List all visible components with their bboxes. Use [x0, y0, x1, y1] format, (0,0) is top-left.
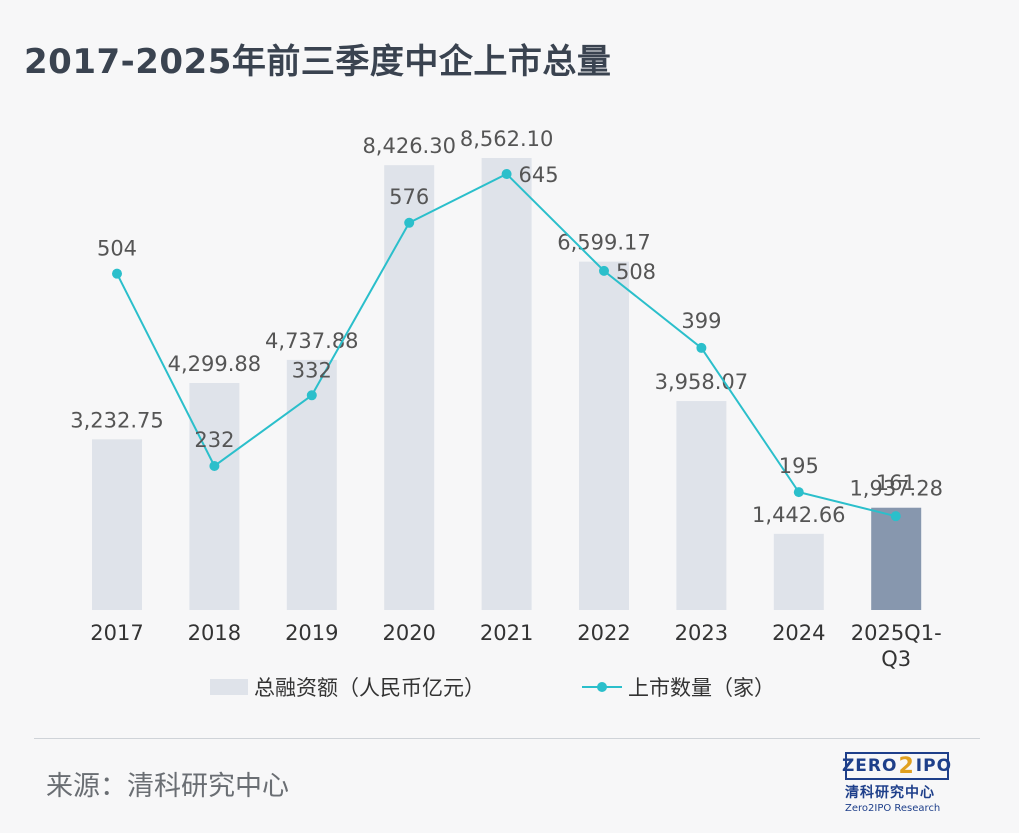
bar-value-label: 3,958.07: [655, 370, 749, 394]
line-value-label: 399: [681, 309, 721, 333]
bar: [92, 439, 142, 610]
zero2ipo-logo: ZERO 2 IPO 清科研究中心 Zero2IPO Research: [841, 752, 955, 814]
line-point: [696, 342, 707, 353]
bar-value-label: 8,426.30: [362, 134, 456, 158]
bar: [286, 359, 337, 610]
footer-divider: [34, 738, 980, 739]
bar-value-label: 4,299.88: [168, 352, 262, 376]
chart-title: 2017-2025年前三季度中企上市总量: [24, 42, 612, 82]
bar: [189, 383, 240, 610]
bar: [676, 401, 727, 610]
logo-wordmark: ZERO 2 IPO: [841, 752, 953, 780]
legend-item-bar: 总融资额（人民币亿元）: [210, 672, 485, 702]
logo-ipo: IPO: [915, 756, 953, 776]
line-value-label: 504: [97, 237, 137, 261]
x-tick-label: 2024: [772, 621, 825, 645]
bar: [481, 158, 532, 610]
combo-chart: 3,232.75 4,299.884,737.88 8,426.30 8,562.10…: [70, 127, 943, 670]
line-value-label: 645: [519, 163, 559, 187]
logo-two: 2: [898, 753, 915, 779]
legend-line-label: 上市数量（家）: [628, 676, 775, 700]
x-tick-label: 2019: [285, 621, 338, 645]
source-note: 来源：清科研究中心: [46, 771, 289, 802]
legend-bar-label: 总融资额（人民币亿元）: [254, 676, 485, 700]
x-tick-label: 2022: [577, 621, 630, 645]
x-tick-label: 2021: [480, 621, 533, 645]
bar: [384, 165, 435, 610]
x-tick-label: 2025Q1-: [851, 621, 942, 645]
line-value-label: 161: [876, 471, 916, 495]
x-tick-label: 2023: [675, 621, 728, 645]
line-point: [501, 169, 512, 179]
line-point: [112, 268, 122, 279]
line-point: [793, 487, 804, 498]
legend-line-swatch: [582, 679, 622, 695]
line-point: [209, 460, 220, 471]
bar-value-label: 3,232.75: [70, 408, 164, 432]
line-value-label: 576: [389, 185, 429, 209]
x-tick-label: 2020: [382, 621, 435, 645]
line-value-label: 195: [779, 454, 819, 478]
line-point: [404, 217, 415, 228]
line-value-label: 232: [194, 428, 234, 452]
bar-value-label: 6,599.17: [557, 231, 651, 255]
line-point: [890, 511, 901, 522]
line-value-label: 332: [292, 358, 332, 382]
legend-item-line: 上市数量（家）: [582, 672, 775, 702]
line-point: [306, 390, 317, 401]
line-value-label: 508: [616, 260, 656, 284]
bar-value-label: 4,737.88: [265, 329, 359, 353]
bar: [773, 533, 824, 610]
bar-value-label: 1,937.28: [849, 477, 943, 501]
bar-value-label: 1,442.66: [752, 503, 846, 527]
bar: [579, 261, 629, 610]
legend-bar-swatch: [210, 679, 248, 695]
x-tick-label: Q3: [881, 647, 911, 670]
bar: [871, 507, 922, 610]
line-point: [599, 265, 609, 276]
logo-chinese-name: 清科研究中心: [845, 785, 935, 801]
x-tick-label: 2017: [90, 621, 143, 645]
logo-zero: ZERO: [841, 756, 898, 776]
bar-value-label: 8,562.10: [460, 127, 554, 151]
x-tick-label: 2018: [188, 621, 241, 645]
logo-english-name: Zero2IPO Research: [845, 803, 941, 814]
